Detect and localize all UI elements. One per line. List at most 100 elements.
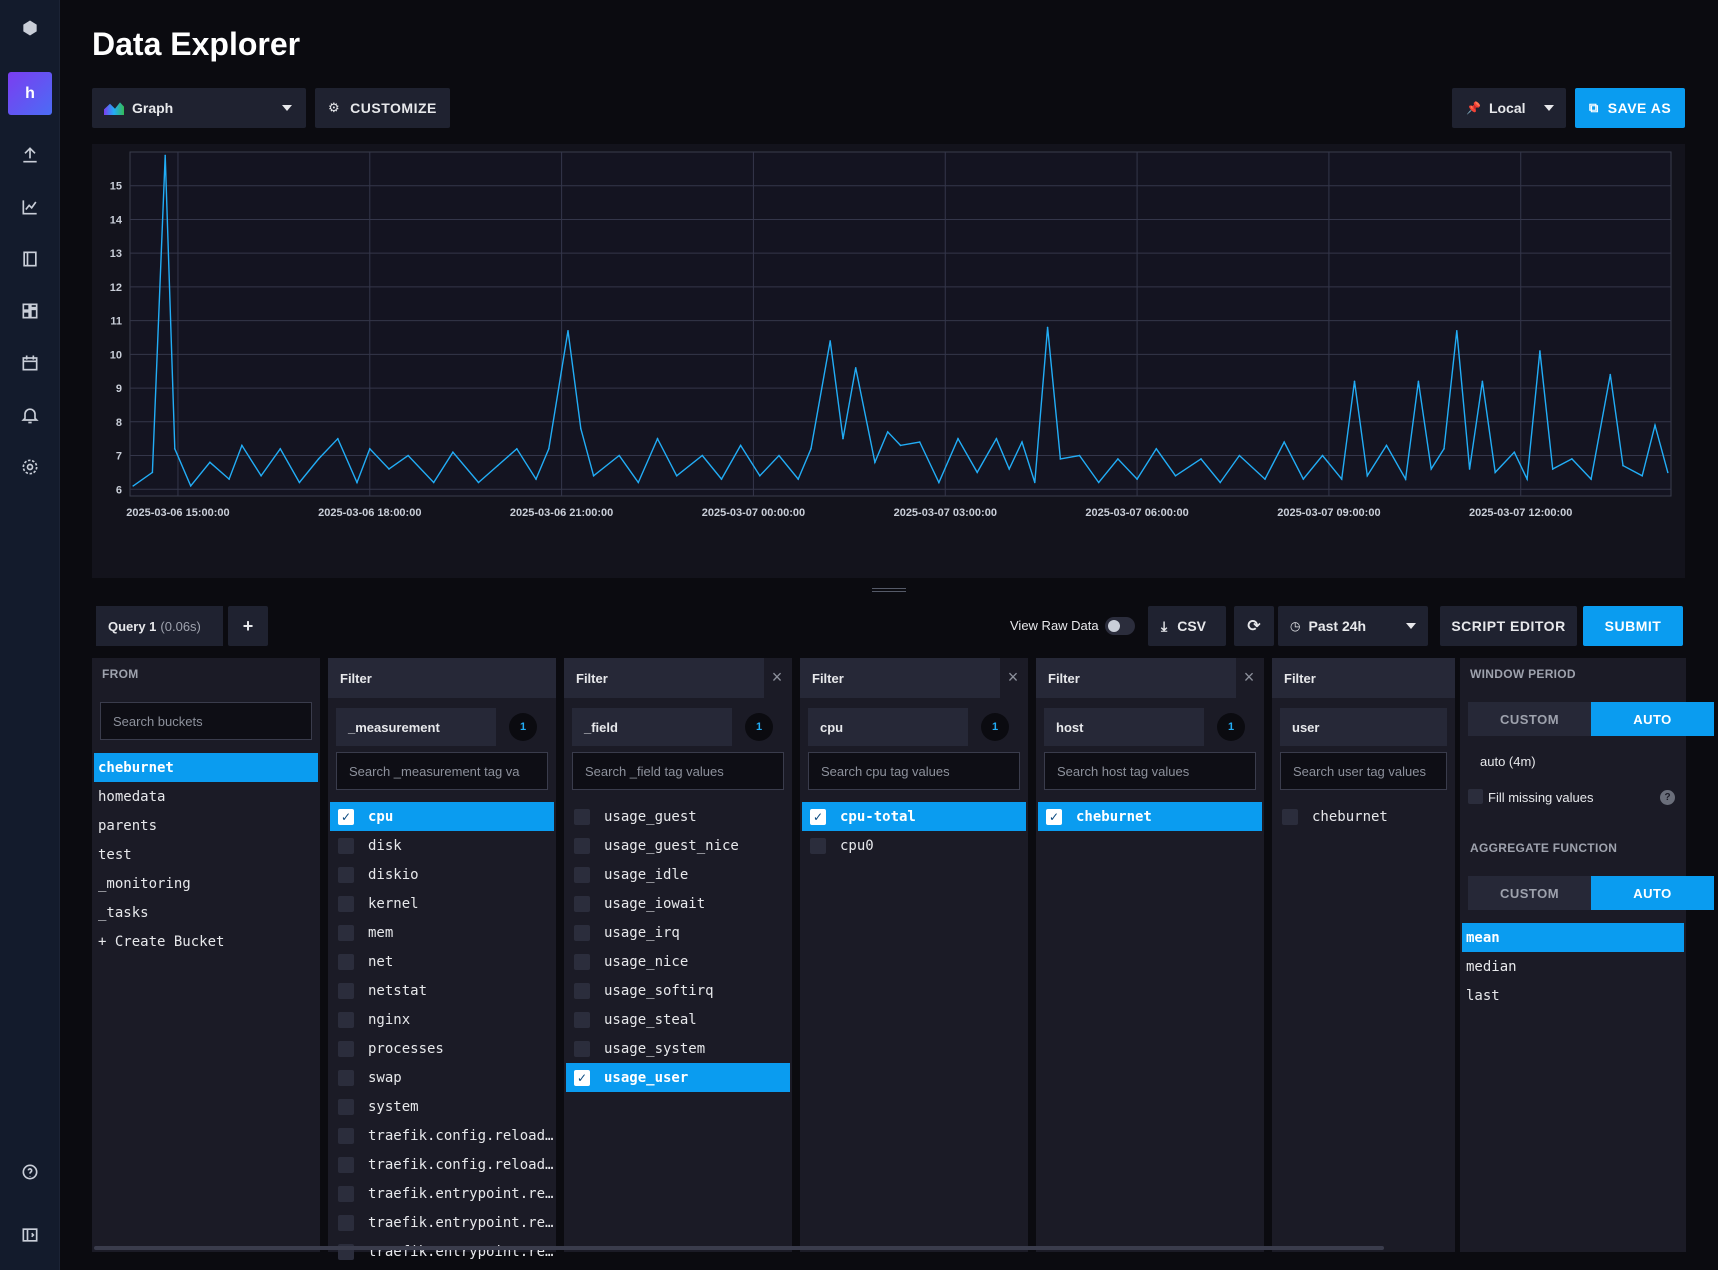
aggregate-function-item[interactable]: median xyxy=(1466,958,1517,975)
resize-handle[interactable] xyxy=(872,588,906,592)
tag-search-input[interactable]: Search host tag values xyxy=(1044,752,1256,790)
checkbox[interactable] xyxy=(1282,808,1298,825)
checkbox[interactable] xyxy=(338,1011,354,1028)
upload-icon[interactable] xyxy=(0,135,60,175)
tag-value-item[interactable]: traefik.entrypoint.re… xyxy=(330,1208,554,1237)
tag-value-item[interactable]: nginx xyxy=(330,1005,554,1034)
customize-button[interactable]: ⚙ CUSTOMIZE xyxy=(315,88,450,128)
create-bucket-link[interactable]: + Create Bucket xyxy=(98,933,225,950)
close-icon[interactable]: × xyxy=(1243,667,1255,687)
tag-value-item[interactable]: cpu0 xyxy=(802,831,1026,860)
tag-value-item[interactable]: swap xyxy=(330,1063,554,1092)
checkbox[interactable] xyxy=(338,924,354,941)
tag-value-item[interactable]: traefik.entrypoint.re… xyxy=(330,1237,554,1266)
tag-search-input[interactable]: Search user tag values xyxy=(1280,752,1447,790)
checkbox[interactable] xyxy=(574,982,590,999)
view-raw-toggle[interactable] xyxy=(1105,617,1135,635)
filter-type-dropdown[interactable]: Filter xyxy=(564,658,764,698)
filter-type-dropdown[interactable]: Filter xyxy=(328,658,556,698)
checkbox[interactable] xyxy=(338,1040,354,1057)
tag-value-item[interactable]: usage_guest_nice xyxy=(566,831,790,860)
window-custom-option[interactable]: CUSTOM xyxy=(1499,711,1560,727)
tag-value-item[interactable]: disk xyxy=(330,831,554,860)
tag-value-item[interactable]: processes xyxy=(330,1034,554,1063)
refresh-button[interactable]: ⟳ xyxy=(1234,606,1274,646)
tag-value-item[interactable]: traefik.config.reload… xyxy=(330,1150,554,1179)
tag-value-item[interactable]: system xyxy=(330,1092,554,1121)
tag-value-item[interactable]: netstat xyxy=(330,976,554,1005)
tag-value-item[interactable]: usage_steal xyxy=(566,1005,790,1034)
collapse-icon[interactable] xyxy=(0,1215,60,1255)
org-avatar[interactable]: h xyxy=(8,72,52,115)
tag-value-item[interactable]: usage_guest xyxy=(566,802,790,831)
window-auto-option[interactable]: AUTO xyxy=(1591,702,1714,736)
checkbox[interactable] xyxy=(574,808,590,825)
tag-key-dropdown[interactable]: user xyxy=(1280,708,1447,746)
notebook-icon[interactable] xyxy=(0,239,60,279)
tag-value-item[interactable]: ✓ cheburnet xyxy=(1038,802,1262,831)
bucket-item[interactable]: _monitoring xyxy=(98,875,191,892)
tag-value-item[interactable]: usage_system xyxy=(566,1034,790,1063)
dashboard-icon[interactable] xyxy=(0,291,60,331)
logo-icon[interactable] xyxy=(0,8,60,48)
fill-missing-checkbox[interactable] xyxy=(1468,789,1483,804)
tag-value-item[interactable]: usage_nice xyxy=(566,947,790,976)
bucket-item[interactable]: cheburnet xyxy=(94,753,318,782)
viz-type-dropdown[interactable]: Graph xyxy=(92,88,306,128)
timezone-dropdown[interactable]: 📌 Local xyxy=(1452,88,1566,128)
checkbox[interactable] xyxy=(338,953,354,970)
checkbox[interactable] xyxy=(574,1011,590,1028)
save-as-button[interactable]: ⧉ SAVE AS xyxy=(1575,88,1685,128)
tag-key-dropdown[interactable]: cpu xyxy=(808,708,968,746)
checkbox[interactable] xyxy=(338,1069,354,1086)
aggregate-auto-option[interactable]: AUTO xyxy=(1591,876,1714,910)
add-query-button[interactable]: + xyxy=(228,606,268,646)
tag-key-dropdown[interactable]: host xyxy=(1044,708,1204,746)
bucket-item[interactable]: test xyxy=(98,846,132,863)
filter-type-dropdown[interactable]: Filter xyxy=(1272,658,1455,698)
filter-type-dropdown[interactable]: Filter xyxy=(800,658,1000,698)
bucket-item[interactable]: homedata xyxy=(98,788,166,805)
checkbox[interactable] xyxy=(338,1098,354,1115)
tag-value-item[interactable]: traefik.config.reload… xyxy=(330,1121,554,1150)
tag-value-item[interactable]: usage_irq xyxy=(566,918,790,947)
tag-value-item[interactable]: cheburnet xyxy=(1274,802,1453,831)
checkbox[interactable] xyxy=(810,837,826,854)
script-editor-button[interactable]: SCRIPT EDITOR xyxy=(1440,606,1577,646)
tag-search-input[interactable]: Search _field tag values xyxy=(572,752,784,790)
filter-type-dropdown[interactable]: Filter xyxy=(1036,658,1236,698)
checkbox[interactable] xyxy=(338,982,354,999)
checkbox[interactable] xyxy=(338,1156,354,1173)
checkbox[interactable] xyxy=(338,895,354,912)
help-icon[interactable] xyxy=(0,1152,60,1192)
tag-value-item[interactable]: net xyxy=(330,947,554,976)
tag-value-item[interactable]: usage_idle xyxy=(566,860,790,889)
checkbox[interactable] xyxy=(338,1214,354,1231)
checkbox[interactable] xyxy=(574,895,590,912)
checkbox[interactable] xyxy=(338,837,354,854)
tag-value-item[interactable]: mem xyxy=(330,918,554,947)
checkbox[interactable] xyxy=(338,1127,354,1144)
tag-value-item[interactable]: usage_softirq xyxy=(566,976,790,1005)
checkbox[interactable] xyxy=(338,1185,354,1202)
close-icon[interactable]: × xyxy=(771,667,783,687)
checkbox[interactable] xyxy=(574,1040,590,1057)
info-icon[interactable]: ? xyxy=(1660,790,1675,805)
explore-icon[interactable] xyxy=(0,187,60,227)
bucket-search-input[interactable]: Search buckets xyxy=(100,702,312,740)
submit-button[interactable]: SUBMIT xyxy=(1583,606,1683,646)
tag-value-item[interactable]: kernel xyxy=(330,889,554,918)
tag-search-input[interactable]: Search _measurement tag va xyxy=(336,752,548,790)
query-tab[interactable]: Query 1 (0.06s) xyxy=(96,606,223,646)
bucket-item[interactable]: _tasks xyxy=(98,904,149,921)
checkbox[interactable]: ✓ xyxy=(810,808,826,825)
tag-value-item[interactable]: ✓ usage_user xyxy=(566,1063,790,1092)
checkbox[interactable] xyxy=(574,866,590,883)
tag-value-item[interactable]: usage_iowait xyxy=(566,889,790,918)
tag-search-input[interactable]: Search cpu tag values xyxy=(808,752,1020,790)
aggregate-function-item[interactable]: mean xyxy=(1462,923,1684,952)
checkbox[interactable] xyxy=(574,924,590,941)
settings-icon[interactable] xyxy=(0,447,60,487)
checkbox[interactable] xyxy=(338,866,354,883)
checkbox[interactable] xyxy=(574,837,590,854)
